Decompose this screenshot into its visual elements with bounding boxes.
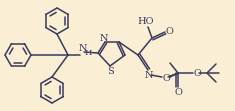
Text: O: O xyxy=(165,27,173,36)
Text: H: H xyxy=(84,49,92,57)
Text: N: N xyxy=(145,70,153,79)
Text: HO: HO xyxy=(138,18,154,27)
Text: O: O xyxy=(162,73,170,82)
Text: N: N xyxy=(100,34,108,43)
Text: O: O xyxy=(174,87,182,96)
Text: N: N xyxy=(79,44,87,53)
Text: S: S xyxy=(107,66,113,75)
Text: O: O xyxy=(193,68,201,77)
